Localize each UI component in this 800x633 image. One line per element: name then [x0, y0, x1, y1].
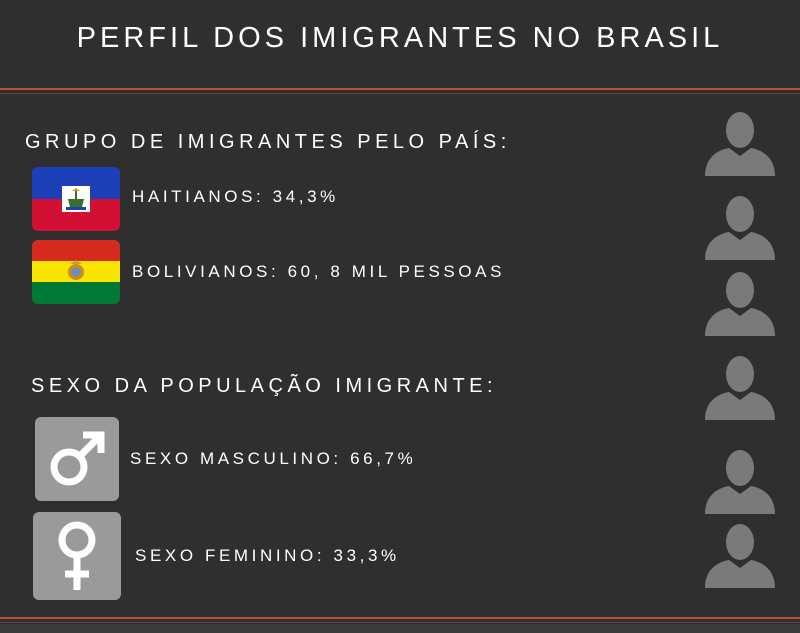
- person-silhouette-icon: [703, 522, 777, 590]
- person-silhouette-icon: [703, 448, 777, 516]
- female-symbol-icon: [33, 512, 121, 600]
- bolivia-flag-icon: [32, 240, 120, 304]
- haiti-flag-icon: [32, 167, 120, 231]
- sex-section-heading: SEXO DA POPULAÇÃO IMIGRANTE:: [31, 375, 498, 397]
- header-divider: [0, 88, 800, 90]
- person-silhouette-icon: [703, 194, 777, 262]
- person-silhouette-icon: [703, 110, 777, 178]
- female-stat: SEXO FEMININO: 33,3%: [135, 546, 400, 565]
- footer-divider: [0, 617, 800, 619]
- male-symbol-icon: [35, 417, 119, 501]
- footer-strip: [0, 624, 800, 633]
- footer-divider-shadow: [0, 622, 800, 623]
- header-divider-shadow: [0, 93, 800, 94]
- person-silhouette-icon: [703, 354, 777, 422]
- person-silhouette-icon: [703, 270, 777, 338]
- male-stat: SEXO MASCULINO: 66,7%: [130, 449, 417, 468]
- haitians-stat: HAITIANOS: 34,3%: [132, 187, 339, 206]
- country-section-heading: GRUPO DE IMIGRANTES PELO PAÍS:: [25, 131, 511, 153]
- bolivians-stat: BOLIVIANOS: 60, 8 MIL PESSOAS: [132, 262, 506, 281]
- page-title: PERFIL DOS IMIGRANTES NO BRASIL: [76, 22, 724, 54]
